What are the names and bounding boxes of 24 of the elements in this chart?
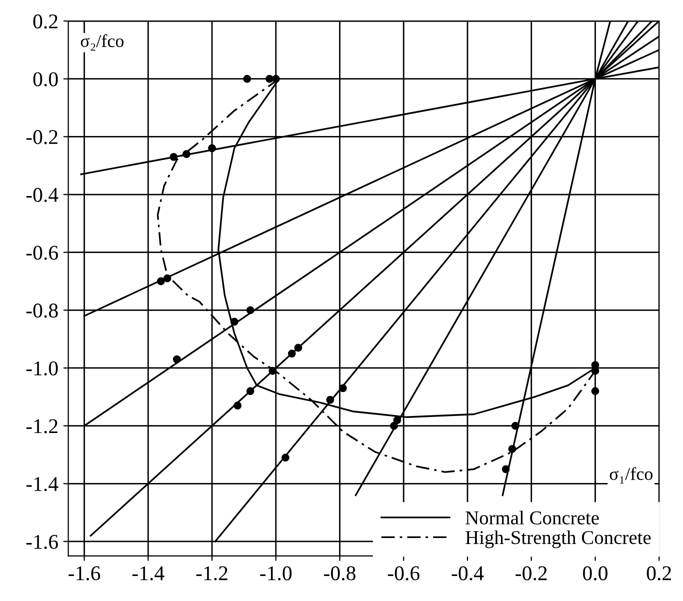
- y-tick-label: -1.0: [26, 361, 58, 376]
- y-tick-label: -0.4: [26, 188, 58, 202]
- y-axis-title: σ₂/fco: [80, 34, 124, 51]
- x-tick-label: -1.6: [68, 566, 100, 580]
- x-tick-label: -1.2: [196, 566, 228, 580]
- y-tick-label: -1.6: [26, 534, 58, 549]
- x-tick-label: -0.8: [324, 566, 356, 580]
- x-tick-label: -0.6: [388, 566, 420, 580]
- x-tick-label: 0.2: [646, 566, 671, 580]
- x-tick-label: -1.0: [260, 566, 292, 580]
- y-tick-label: -0.2: [26, 130, 58, 144]
- y-tick-label: 0.2: [33, 14, 58, 29]
- y-tick-label: -0.8: [26, 304, 58, 318]
- y-tick-label: -0.6: [26, 246, 58, 260]
- legend-label: Normal Concrete: [466, 510, 599, 524]
- legend-label: High-Strength Concrete: [466, 530, 651, 548]
- x-tick-label: 0.0: [583, 566, 608, 580]
- x-tick-label: -0.2: [516, 566, 547, 580]
- x-axis-title: σ₁/fco: [610, 467, 652, 484]
- y-tick-label: -1.4: [26, 477, 58, 492]
- y-tick-label: -1.2: [26, 419, 58, 434]
- y-tick-label: 0.0: [33, 72, 58, 86]
- x-tick-label: -0.4: [452, 566, 484, 580]
- x-tick-label: -1.4: [132, 566, 164, 580]
